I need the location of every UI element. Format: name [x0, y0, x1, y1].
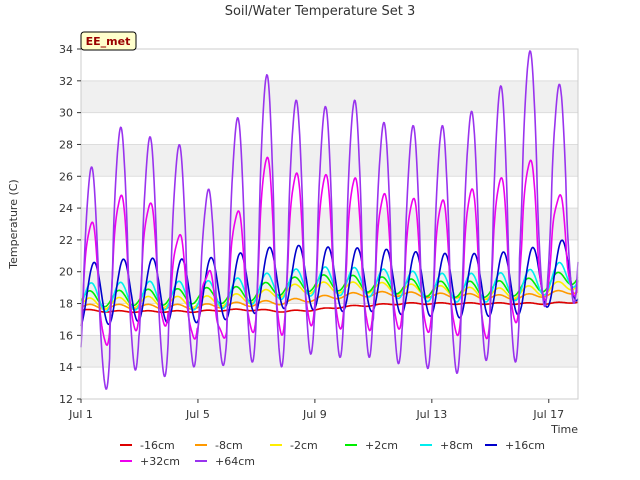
- series-line-+16cm: [80, 239, 579, 327]
- band-32-34: [81, 49, 578, 81]
- band-12-14: [81, 367, 578, 399]
- x-axis-label: Time: [550, 423, 578, 436]
- legend-label--8cm: -8cm: [215, 439, 243, 452]
- y-tick-label-34: 34: [59, 43, 73, 56]
- legend-label-+2cm: +2cm: [365, 439, 398, 452]
- legend-label-+8cm: +8cm: [440, 439, 473, 452]
- y-tick-label-14: 14: [59, 361, 73, 374]
- plot-frame: [80, 48, 579, 400]
- series-line-+32cm: [80, 156, 579, 346]
- station-badge: EE_met: [80, 31, 137, 51]
- x-tick-label-2: Jul 9: [302, 408, 327, 421]
- y-tick-label-30: 30: [59, 107, 73, 120]
- y-tick-label-26: 26: [59, 170, 73, 183]
- legend-label-+64cm: +64cm: [215, 455, 255, 468]
- legend-label-+32cm: +32cm: [140, 455, 180, 468]
- legend-label-+16cm: +16cm: [505, 439, 545, 452]
- x-tick-label-4: Jul 17: [532, 408, 564, 421]
- legend-label--16cm: -16cm: [140, 439, 175, 452]
- y-axis-label: Temperature (C): [7, 179, 20, 269]
- chart-title: Soil/Water Temperature Set 3: [225, 4, 416, 19]
- band-20-22: [81, 239, 578, 272]
- x-tick-label-0: Jul 1: [68, 408, 93, 421]
- station-badge-label: EE_met: [86, 35, 131, 48]
- y-tick-label-18: 18: [59, 298, 73, 311]
- legend: -16cm -8cm -2cm +2cm +8cm +16cm +32cm +64cm: [120, 439, 545, 468]
- series-line-+64cm: [80, 50, 579, 390]
- legend-label--2cm: -2cm: [290, 439, 318, 452]
- y-axis-ticks: 12 14 16 18 20 22 24 26 28 30 32 34: [59, 43, 81, 406]
- y-tick-label-20: 20: [59, 266, 73, 279]
- band-30-32: [81, 80, 578, 113]
- y-tick-label-32: 32: [59, 75, 73, 88]
- series-line-+8cm: [80, 261, 579, 313]
- series-lines: [80, 50, 579, 390]
- x-tick-label-1: Jul 5: [185, 408, 210, 421]
- y-tick-label-16: 16: [59, 329, 73, 342]
- y-tick-label-28: 28: [59, 138, 73, 151]
- plot-border: [80, 48, 579, 400]
- y-tick-label-24: 24: [59, 202, 73, 215]
- y-tick-label-12: 12: [59, 393, 73, 406]
- x-axis-ticks: Jul 1 Jul 5 Jul 9 Jul 13 Jul 17: [68, 399, 564, 421]
- x-tick-label-3: Jul 13: [415, 408, 447, 421]
- band-14-16: [81, 335, 578, 368]
- y-tick-label-22: 22: [59, 234, 73, 247]
